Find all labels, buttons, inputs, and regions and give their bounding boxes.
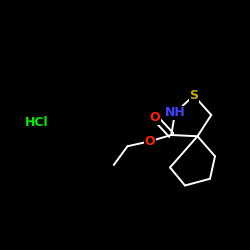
Text: NH: NH bbox=[164, 106, 186, 120]
Text: S: S bbox=[189, 89, 198, 102]
Text: HCl: HCl bbox=[24, 116, 48, 129]
Text: O: O bbox=[150, 111, 160, 124]
Text: O: O bbox=[145, 135, 155, 148]
